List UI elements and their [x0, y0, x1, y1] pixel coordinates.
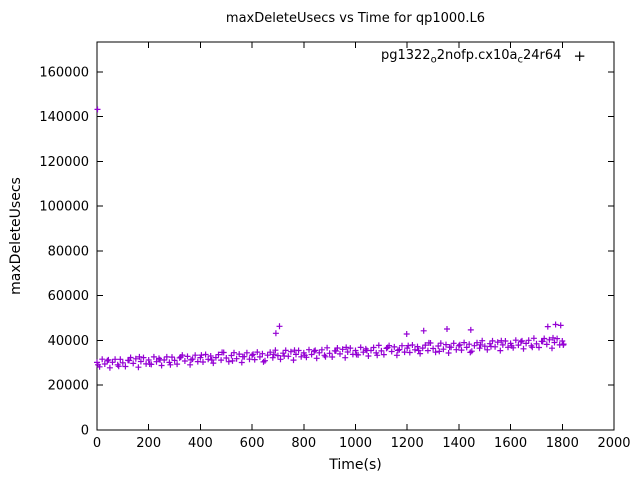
svg-text:0: 0 [81, 424, 89, 439]
svg-text:140000: 140000 [39, 110, 89, 125]
data-points-series-0 [94, 106, 567, 371]
svg-text:1800: 1800 [546, 436, 579, 451]
svg-text:200: 200 [136, 436, 161, 451]
svg-text:400: 400 [188, 436, 213, 451]
svg-text:40000: 40000 [48, 334, 89, 349]
svg-text:600: 600 [240, 436, 265, 451]
svg-text:1600: 1600 [494, 436, 527, 451]
legend-marker-icon: + [573, 47, 586, 66]
y-tick-labels: 0 20000 40000 60000 80000 100000 120000 140000 1… [39, 65, 89, 438]
legend: pg1322o2nofp.cx10ac24r64 + [381, 48, 586, 66]
svg-text:1000: 1000 [339, 436, 372, 451]
svg-text:1200: 1200 [391, 436, 424, 451]
svg-text:160000: 160000 [39, 65, 89, 80]
plot-border [96, 41, 615, 431]
svg-text:100000: 100000 [39, 200, 89, 215]
svg-text:60000: 60000 [48, 289, 89, 304]
svg-text:0: 0 [93, 436, 101, 451]
svg-text:120000: 120000 [39, 155, 89, 170]
y-ticks [97, 71, 614, 431]
chart-title: maxDeleteUsecs vs Time for qp1000.L6 [225, 11, 486, 26]
svg-text:2000: 2000 [597, 436, 630, 451]
x-tick-labels: 0 200 400 600 800 1000 1200 1400 1600 1800 2000 [93, 436, 631, 451]
legend-label: pg1322o2nofp.cx10ac24r64 [380, 48, 562, 66]
svg-text:80000: 80000 [48, 244, 89, 259]
svg-text:20000: 20000 [48, 379, 89, 394]
svg-text:1400: 1400 [442, 436, 475, 451]
x-axis-label: Time(s) [329, 457, 382, 473]
y-axis-label: maxDeleteUsecs [8, 177, 24, 295]
svg-text:800: 800 [291, 436, 316, 451]
x-ticks [96, 42, 615, 430]
